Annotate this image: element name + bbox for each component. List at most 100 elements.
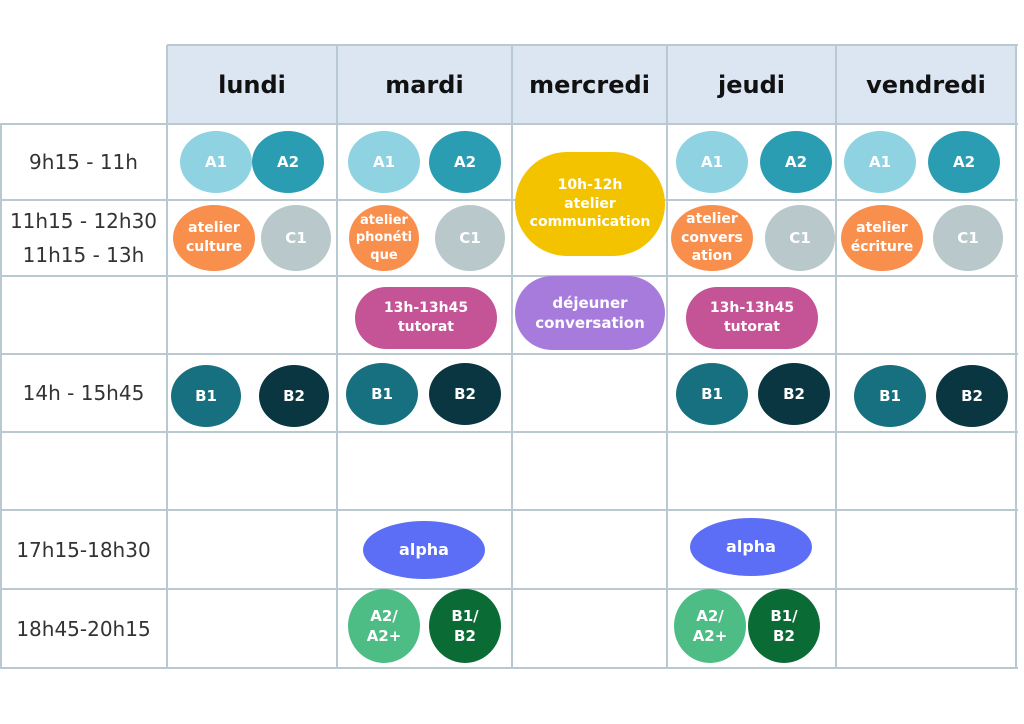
time-slot-label: 14h - 15h45 [0,354,167,432]
session-label-line: C1 [957,228,979,247]
day-header-lundi: lundi [218,70,286,99]
session-label-line: C1 [789,228,811,247]
session-label-line: tutorat [397,319,454,335]
session-bubble-lundi-atelier-culture: atelier culture [173,205,255,271]
session-bubble-lundi-a1: A1 [180,131,252,193]
time-slot-label: 18h45-20h15 [0,589,167,668]
time-slot-text: 17h15-18h30 [16,537,151,562]
grid-line-horizontal [0,123,1018,125]
session-label: A1 [205,152,227,172]
session-bubble-jeudi-atelier-convers-ation: atelier convers ation [671,205,753,271]
header-cell-mardi [337,45,512,124]
session-bubble-jeudi-13h-13h45-tutorat: 13h-13h45 tutorat [686,287,818,349]
day-header-jeudi: jeudi [718,70,785,99]
session-label-line: A2 [784,152,808,171]
session-label-line: A2 [952,152,976,171]
session-label-line: C1 [459,228,481,247]
session-label-line: atelier [856,220,908,237]
session-bubble-jeudi-a2-a2+: A2/A2+ [674,589,746,663]
session-label-line: ation [691,248,733,265]
session-label: C1 [285,228,306,248]
session-label-line: A2+ [366,627,402,645]
session-label-line: convers [681,229,743,246]
session-label-line: B1/ [770,606,798,625]
session-bubble-mardi-alpha: alpha [363,521,485,579]
session-bubble-mardi-c1: C1 [435,205,505,271]
session-bubble-vendredi-c1: C1 [933,205,1003,271]
grid-line-horizontal [0,199,1018,201]
session-bubble-mardi-a2-a2+: A2/A2+ [348,589,420,663]
session-bubble-lundi-a2: A2 [252,131,324,193]
session-label: A1 [373,152,395,172]
session-label: 13h-13h45 tutorat [384,299,468,337]
session-label: A1 [869,152,891,172]
session-label: 10h-12h atelier communication [530,176,651,233]
session-label-line: B1 [371,384,393,403]
grid-line-horizontal [0,353,1018,355]
session-bubble-mardi-b1: B1 [346,363,418,425]
session-bubble-mardi-a2: A2 [429,131,501,193]
session-label-line: culture [185,239,243,255]
session-bubble-vendredi-b2: B2 [936,365,1008,427]
session-label-line: B2 [783,384,805,403]
session-bubble-jeudi-a2: A2 [760,131,832,193]
session-label-line: 13h-13h45 [709,300,795,317]
session-bubble-vendredi-b1: B1 [854,365,926,427]
grid-line-horizontal [0,431,1018,433]
session-label-line: C1 [285,228,307,247]
time-slot-label: 11h15 - 12h30 11h15 - 13h [0,200,167,276]
grid-line-vertical [835,45,837,668]
session-label-line: tutorat [723,319,780,335]
header-cell-lundi [167,45,337,124]
session-bubble-jeudi-b2: B2 [758,363,830,425]
session-label-line: B1 [879,386,901,405]
session-bubble-jeudi-c1: C1 [765,205,835,271]
session-label-line: conversation [535,314,645,332]
header-cell-jeudi [667,45,836,124]
day-header-mercredi: mercredi [529,70,650,99]
session-bubble-vendredi-atelier-écriture: atelier écriture [841,205,923,271]
time-slot-text: 11h15 - 12h30 [9,209,158,233]
grid-line-horizontal [0,275,1018,277]
session-label-line: B2 [961,386,983,405]
session-label-line: atelier [564,195,616,212]
session-label-line: A1 [204,152,228,171]
grid-line-horizontal [0,588,1018,590]
session-label: B1 [195,386,217,406]
session-label-line: B1 [701,384,723,403]
session-label-line: A2+ [692,627,728,645]
session-label-line: A1 [372,152,396,171]
session-label: atelier phonéti que [356,212,412,265]
session-label: B1 [879,386,901,406]
grid-line-horizontal [0,509,1018,511]
session-bubble-lundi-b1: B1 [171,365,241,427]
session-label: déjeuner conversation [535,293,645,334]
session-label-line: B2 [454,627,476,645]
session-bubble-lundi-c1: C1 [261,205,331,271]
session-label: A2/A2+ [693,606,728,647]
grid-line-vertical [166,45,168,668]
session-label-line: A1 [700,152,724,171]
session-label-line: A2/ [696,606,724,625]
session-label: B1/B2 [770,606,797,647]
session-label-line: A2 [453,152,477,171]
time-slot-label: 17h15-18h30 [0,510,167,589]
session-label: B2 [454,384,476,404]
header-cell-mercredi [512,45,667,124]
session-bubble-mardi-b2: B2 [429,363,501,425]
grid-line-vertical [511,45,513,668]
session-label-line: déjeuner [552,293,628,312]
session-label: A2 [953,152,975,172]
time-slot-text: 9h15 - 11h [29,150,138,174]
session-label: B2 [961,386,983,406]
session-label: B1 [701,384,723,404]
session-label-line: B1 [195,386,217,405]
session-label-line: phonéti [355,230,413,246]
session-label-line: A1 [868,152,892,171]
session-label-line: B2 [454,384,476,403]
day-header-mardi: mardi [385,70,464,99]
grid-line-vertical [0,123,2,667]
session-label-line: que [370,247,398,263]
time-slot-label [0,276,167,354]
session-bubble-lundi-b2: B2 [259,365,329,427]
